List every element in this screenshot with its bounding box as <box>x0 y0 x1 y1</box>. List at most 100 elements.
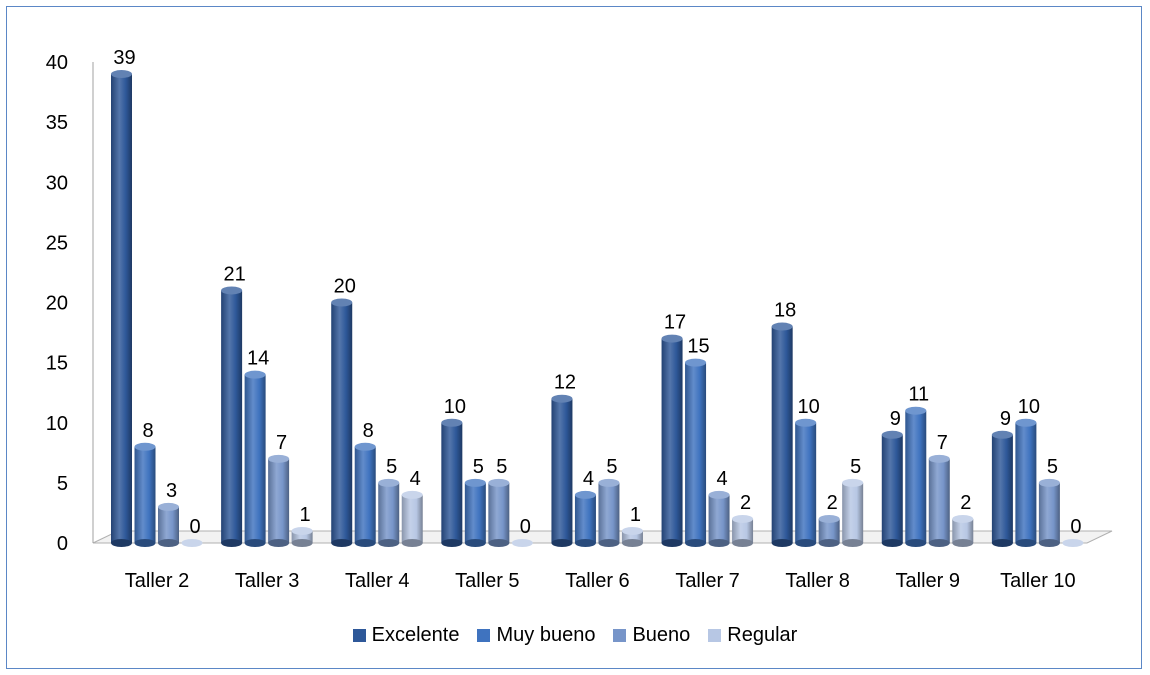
bar-top <box>1038 478 1060 487</box>
bar-top <box>708 490 730 499</box>
data-label: 11 <box>908 384 929 406</box>
data-label: 14 <box>247 348 269 370</box>
bar-top <box>905 406 927 415</box>
data-label: 9 <box>1000 408 1011 430</box>
data-label: 8 <box>142 420 153 442</box>
chart-frame <box>6 6 1142 669</box>
bar-muy-bueno <box>464 482 486 543</box>
bar-base <box>991 539 1013 547</box>
bar-base <box>331 539 353 547</box>
data-label: 20 <box>334 276 356 298</box>
data-label: 5 <box>606 456 617 478</box>
data-label: 3 <box>166 480 177 502</box>
data-label: 5 <box>1047 456 1058 478</box>
bar-base <box>401 539 423 547</box>
bar-base <box>268 539 290 547</box>
bar-base <box>1038 539 1060 547</box>
bar-base <box>952 539 974 547</box>
legend: Excelente Muy bueno Bueno Regular <box>0 624 1150 647</box>
x-tick-label: Taller 2 <box>125 570 189 592</box>
bar-base <box>685 539 707 547</box>
bar-base <box>732 539 754 547</box>
data-label: 4 <box>410 468 421 490</box>
data-label: 0 <box>1070 516 1081 538</box>
bar-base <box>881 539 903 547</box>
legend-label: Muy bueno <box>496 624 596 646</box>
bar-base <box>598 539 620 547</box>
bar-base <box>1015 539 1037 547</box>
x-tick-label: Taller 3 <box>235 570 299 592</box>
y-tick-label: 15 <box>46 353 68 375</box>
bar-base <box>551 539 573 547</box>
legend-swatch <box>613 629 627 642</box>
legend-item: Regular <box>708 624 797 647</box>
bar-top <box>488 478 510 487</box>
bar-top <box>685 358 707 367</box>
bar-top <box>401 490 423 499</box>
bar-top <box>111 70 132 79</box>
legend-label: Excelente <box>371 624 460 646</box>
bar-base <box>221 539 243 547</box>
legend-swatch <box>352 629 366 642</box>
bar-excelente <box>881 434 903 543</box>
bar-top <box>952 514 974 523</box>
data-label: 15 <box>687 336 709 358</box>
bar-excelente <box>771 326 793 543</box>
bar-base <box>488 539 510 547</box>
data-label: 8 <box>363 420 374 442</box>
data-label: 7 <box>276 432 287 454</box>
x-tick-label: Taller 6 <box>565 570 629 592</box>
bar-regular <box>952 518 974 543</box>
bar-bueno <box>488 482 510 543</box>
x-tick-label: Taller 7 <box>675 570 739 592</box>
bar-top <box>661 334 683 343</box>
bar-top <box>181 539 203 547</box>
bar-base <box>661 539 683 547</box>
y-tick-label: 30 <box>46 172 68 194</box>
bar-base <box>244 539 266 547</box>
bar-base <box>378 539 400 547</box>
bar-base <box>464 539 486 547</box>
bar-top <box>928 454 950 463</box>
bar-top <box>598 478 620 487</box>
data-label: 7 <box>937 432 948 454</box>
bar-muy-bueno <box>244 374 266 543</box>
data-label: 10 <box>1018 396 1040 418</box>
y-tick-label: 35 <box>46 112 68 134</box>
bar-top <box>1015 418 1037 427</box>
bar-top <box>795 418 817 427</box>
bar-top <box>818 514 840 523</box>
bar-top <box>881 430 903 439</box>
bar-base <box>842 539 864 547</box>
bar-top <box>771 322 793 331</box>
bar-bueno <box>708 494 730 543</box>
bar-base <box>354 539 376 547</box>
legend-item: Bueno <box>613 624 690 647</box>
x-tick-label: Taller 8 <box>785 570 849 592</box>
bar-muy-bueno <box>685 362 707 543</box>
data-label: 0 <box>189 516 200 538</box>
bar-top <box>574 490 596 499</box>
bar-regular <box>401 494 423 543</box>
data-label: 21 <box>223 263 245 285</box>
bar-top <box>551 394 573 403</box>
bar-excelente <box>441 422 463 543</box>
data-label: 18 <box>774 300 796 322</box>
bar-excelente <box>221 290 243 543</box>
bar-bueno <box>818 518 840 543</box>
y-tick-label: 25 <box>46 232 68 254</box>
bar-base <box>291 539 313 547</box>
x-tick-label: Taller 5 <box>455 570 519 592</box>
x-tick-label: Taller 10 <box>1000 570 1076 592</box>
bar-muy-bueno <box>354 446 376 543</box>
bar-bueno <box>158 506 179 543</box>
bar-base <box>574 539 596 547</box>
y-tick-label: 10 <box>46 413 68 435</box>
bar-bueno <box>598 482 620 543</box>
data-label: 5 <box>386 456 397 478</box>
bar-muy-bueno <box>795 422 817 543</box>
bar-top <box>378 478 400 487</box>
bar-base <box>928 539 950 547</box>
bar-excelente <box>991 434 1013 543</box>
bar-bueno <box>268 458 290 543</box>
